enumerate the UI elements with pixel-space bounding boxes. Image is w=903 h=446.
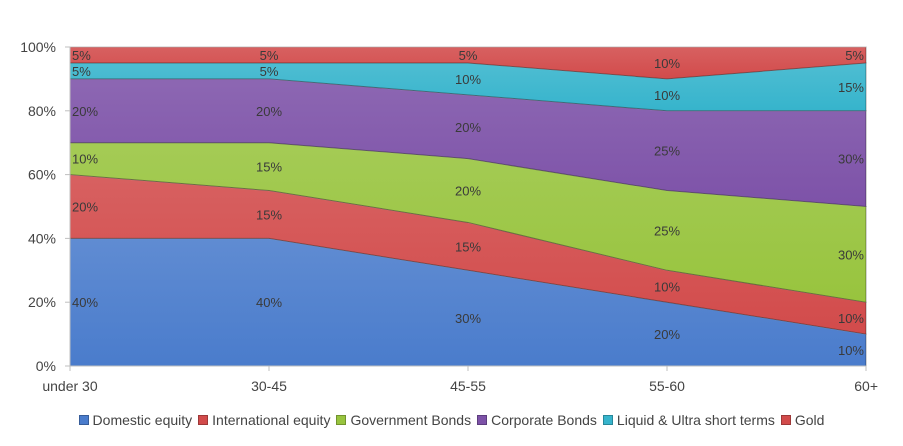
legend: Domestic equity International equity Gover… [0, 412, 903, 428]
data-label: 10% [838, 311, 864, 326]
legend-label: International equity [212, 412, 331, 428]
data-label: 15% [256, 207, 282, 222]
data-label: 5% [260, 48, 279, 63]
legend-swatch [78, 415, 89, 425]
data-label: 10% [838, 343, 864, 358]
data-label: 5% [260, 64, 279, 79]
data-label: 20% [455, 120, 481, 135]
x-tick-label: 55-60 [649, 378, 685, 394]
data-label: 10% [654, 279, 680, 294]
area-international-equity [69, 174, 867, 335]
data-label: 25% [654, 144, 680, 159]
x-tick-label: 60+ [854, 378, 878, 394]
legend-label: Liquid & Ultra short terms [616, 412, 775, 428]
x-tick-label: under 30 [42, 378, 97, 394]
data-label: 15% [455, 239, 481, 254]
data-label: 5% [72, 64, 91, 79]
data-label: 25% [654, 223, 680, 238]
legend-swatch [780, 415, 791, 425]
data-label: 30% [838, 152, 864, 167]
data-label: 30% [838, 247, 864, 262]
area-gold [69, 46, 867, 80]
legend-label: Government Bonds [350, 412, 472, 428]
data-label: 15% [838, 80, 864, 95]
data-label: 20% [455, 184, 481, 199]
data-label: 5% [459, 48, 478, 63]
x-tick-label: 30-45 [251, 378, 287, 394]
legend-item-corporate-bonds: Corporate Bonds [477, 412, 597, 428]
legend-item-liquid-ultra-short-terms: Liquid & Ultra short terms [602, 412, 775, 428]
y-tick-label: 40% [28, 230, 56, 246]
y-tick-label: 20% [28, 294, 56, 310]
data-label: 40% [256, 295, 282, 310]
y-tick-label: 100% [20, 39, 56, 55]
y-tick-label: 80% [28, 103, 56, 119]
legend-item-international-equity: International equity [198, 412, 330, 428]
data-label: 30% [455, 311, 481, 326]
legend-label: Gold [794, 412, 825, 428]
area-layer [69, 46, 867, 367]
legend-label: Domestic equity [92, 412, 193, 428]
x-tick-label: 45-55 [450, 378, 486, 394]
data-label: 10% [455, 72, 481, 87]
legend-label: Corporate Bonds [491, 412, 597, 428]
data-label: 10% [72, 152, 98, 167]
legend-item-domestic-equity: Domestic equity [78, 412, 193, 428]
data-label: 20% [72, 200, 98, 215]
data-label: 20% [72, 104, 98, 119]
legend-item-gold: Gold [780, 412, 825, 428]
area-government-bonds [69, 142, 867, 303]
data-label-layer: 40% 40% 30% 20% 10% 20% 15% 15% 10% 10% 10% 15% 20% 2… [72, 48, 864, 358]
axes-layer: 0% 20% 40% 60% 80% 100% under 30 30-45 45-55 55-6… [20, 39, 878, 394]
legend-swatch [477, 415, 488, 425]
legend-swatch [336, 415, 347, 425]
data-label: 5% [72, 48, 91, 63]
data-label: 20% [654, 327, 680, 342]
y-tick-label: 60% [28, 167, 56, 183]
data-label: 10% [654, 88, 680, 103]
legend-item-government-bonds: Government Bonds [336, 412, 471, 428]
data-label: 5% [845, 48, 864, 63]
data-label: 40% [72, 295, 98, 310]
legend-swatch [198, 415, 209, 425]
data-label: 15% [256, 160, 282, 175]
data-label: 10% [654, 56, 680, 71]
data-label: 20% [256, 104, 282, 119]
legend-swatch [602, 415, 613, 425]
y-tick-label: 0% [36, 358, 56, 374]
